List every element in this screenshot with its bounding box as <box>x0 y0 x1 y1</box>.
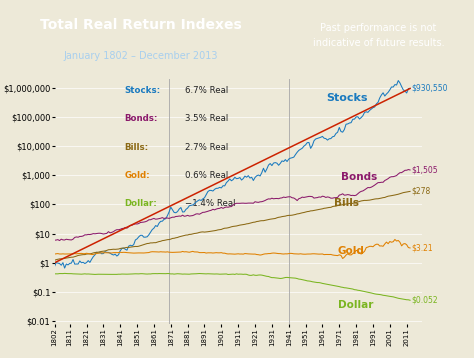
Text: 3.5% Real: 3.5% Real <box>185 114 228 123</box>
Text: Past performance is not
indicative of future results.: Past performance is not indicative of fu… <box>313 23 444 48</box>
Text: Gold:: Gold: <box>124 171 150 180</box>
Text: $0.052: $0.052 <box>412 296 438 305</box>
Text: $3.21: $3.21 <box>412 243 433 252</box>
Text: January 1802 – December 2013: January 1802 – December 2013 <box>64 51 218 61</box>
Text: 2.7% Real: 2.7% Real <box>185 142 228 151</box>
Text: Dollar: Dollar <box>337 300 373 310</box>
Text: $278: $278 <box>412 187 431 196</box>
Text: Total Real Return Indexes: Total Real Return Indexes <box>40 18 242 32</box>
Text: Bonds: Bonds <box>341 172 377 182</box>
Text: $930,550: $930,550 <box>412 84 448 93</box>
Text: Stocks: Stocks <box>326 93 367 103</box>
Text: 6.7% Real: 6.7% Real <box>185 86 228 95</box>
Text: Dollar:: Dollar: <box>124 199 157 208</box>
Text: Stocks:: Stocks: <box>124 86 160 95</box>
Text: Bonds:: Bonds: <box>124 114 158 123</box>
Text: $1,505: $1,505 <box>412 165 438 174</box>
Text: Bills: Bills <box>334 198 359 208</box>
Text: −1.4% Real: −1.4% Real <box>185 199 236 208</box>
Text: Bills:: Bills: <box>124 142 148 151</box>
Text: 0.6% Real: 0.6% Real <box>185 171 228 180</box>
Text: Gold: Gold <box>337 246 365 256</box>
